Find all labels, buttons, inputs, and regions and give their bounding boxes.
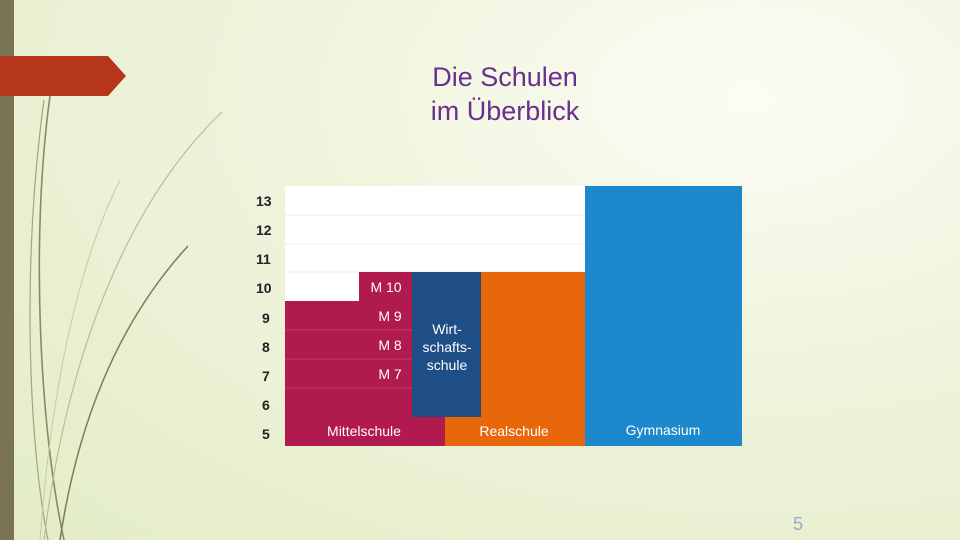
title-line-2: im Überblick	[430, 96, 580, 126]
mittelschule-label: Mittelschule	[327, 423, 401, 439]
wirtschaft-label-line1: Wirt-	[432, 321, 462, 337]
m9-label: M 9	[378, 308, 402, 324]
m7-label: M 7	[378, 366, 402, 382]
title-line-1: Die Schulen	[432, 62, 578, 92]
m8-label: M 8	[378, 337, 402, 353]
m10-block	[359, 272, 412, 301]
wirtschaftsschule-block	[412, 272, 481, 417]
grade-label-9: 9	[262, 310, 270, 326]
slide-number: 5	[792, 514, 803, 534]
m10-label: M 10	[370, 279, 401, 295]
mittelschule-block	[285, 301, 412, 446]
realschule-base	[445, 417, 485, 446]
realschule-block	[481, 272, 585, 446]
grade-label-7: 7	[262, 368, 270, 384]
gymnasium-label: Gymnasium	[626, 422, 701, 438]
mittelschule-row-lines	[285, 329, 412, 389]
left-accent-bar	[0, 0, 14, 540]
grade-label-10: 10	[256, 280, 272, 296]
wirtschaft-label-line2: schafts-	[422, 339, 471, 355]
decorative-lines	[29, 95, 223, 540]
wirtschaft-label-line3: schule	[427, 357, 468, 373]
slide-title: Die Schulen im Überblick	[380, 60, 630, 128]
title-arrow-tag	[0, 56, 126, 96]
gymnasium-block	[585, 186, 742, 446]
grade-label-12: 12	[256, 222, 272, 238]
grade-label-11: 11	[256, 251, 271, 267]
realschule-label: Realschule	[479, 423, 548, 439]
grade-label-13: 13	[256, 193, 272, 209]
mittelschule-base	[412, 417, 445, 446]
grade-label-8: 8	[262, 339, 270, 355]
grade-label-6: 6	[262, 397, 270, 413]
grade-label-5: 5	[262, 426, 270, 442]
